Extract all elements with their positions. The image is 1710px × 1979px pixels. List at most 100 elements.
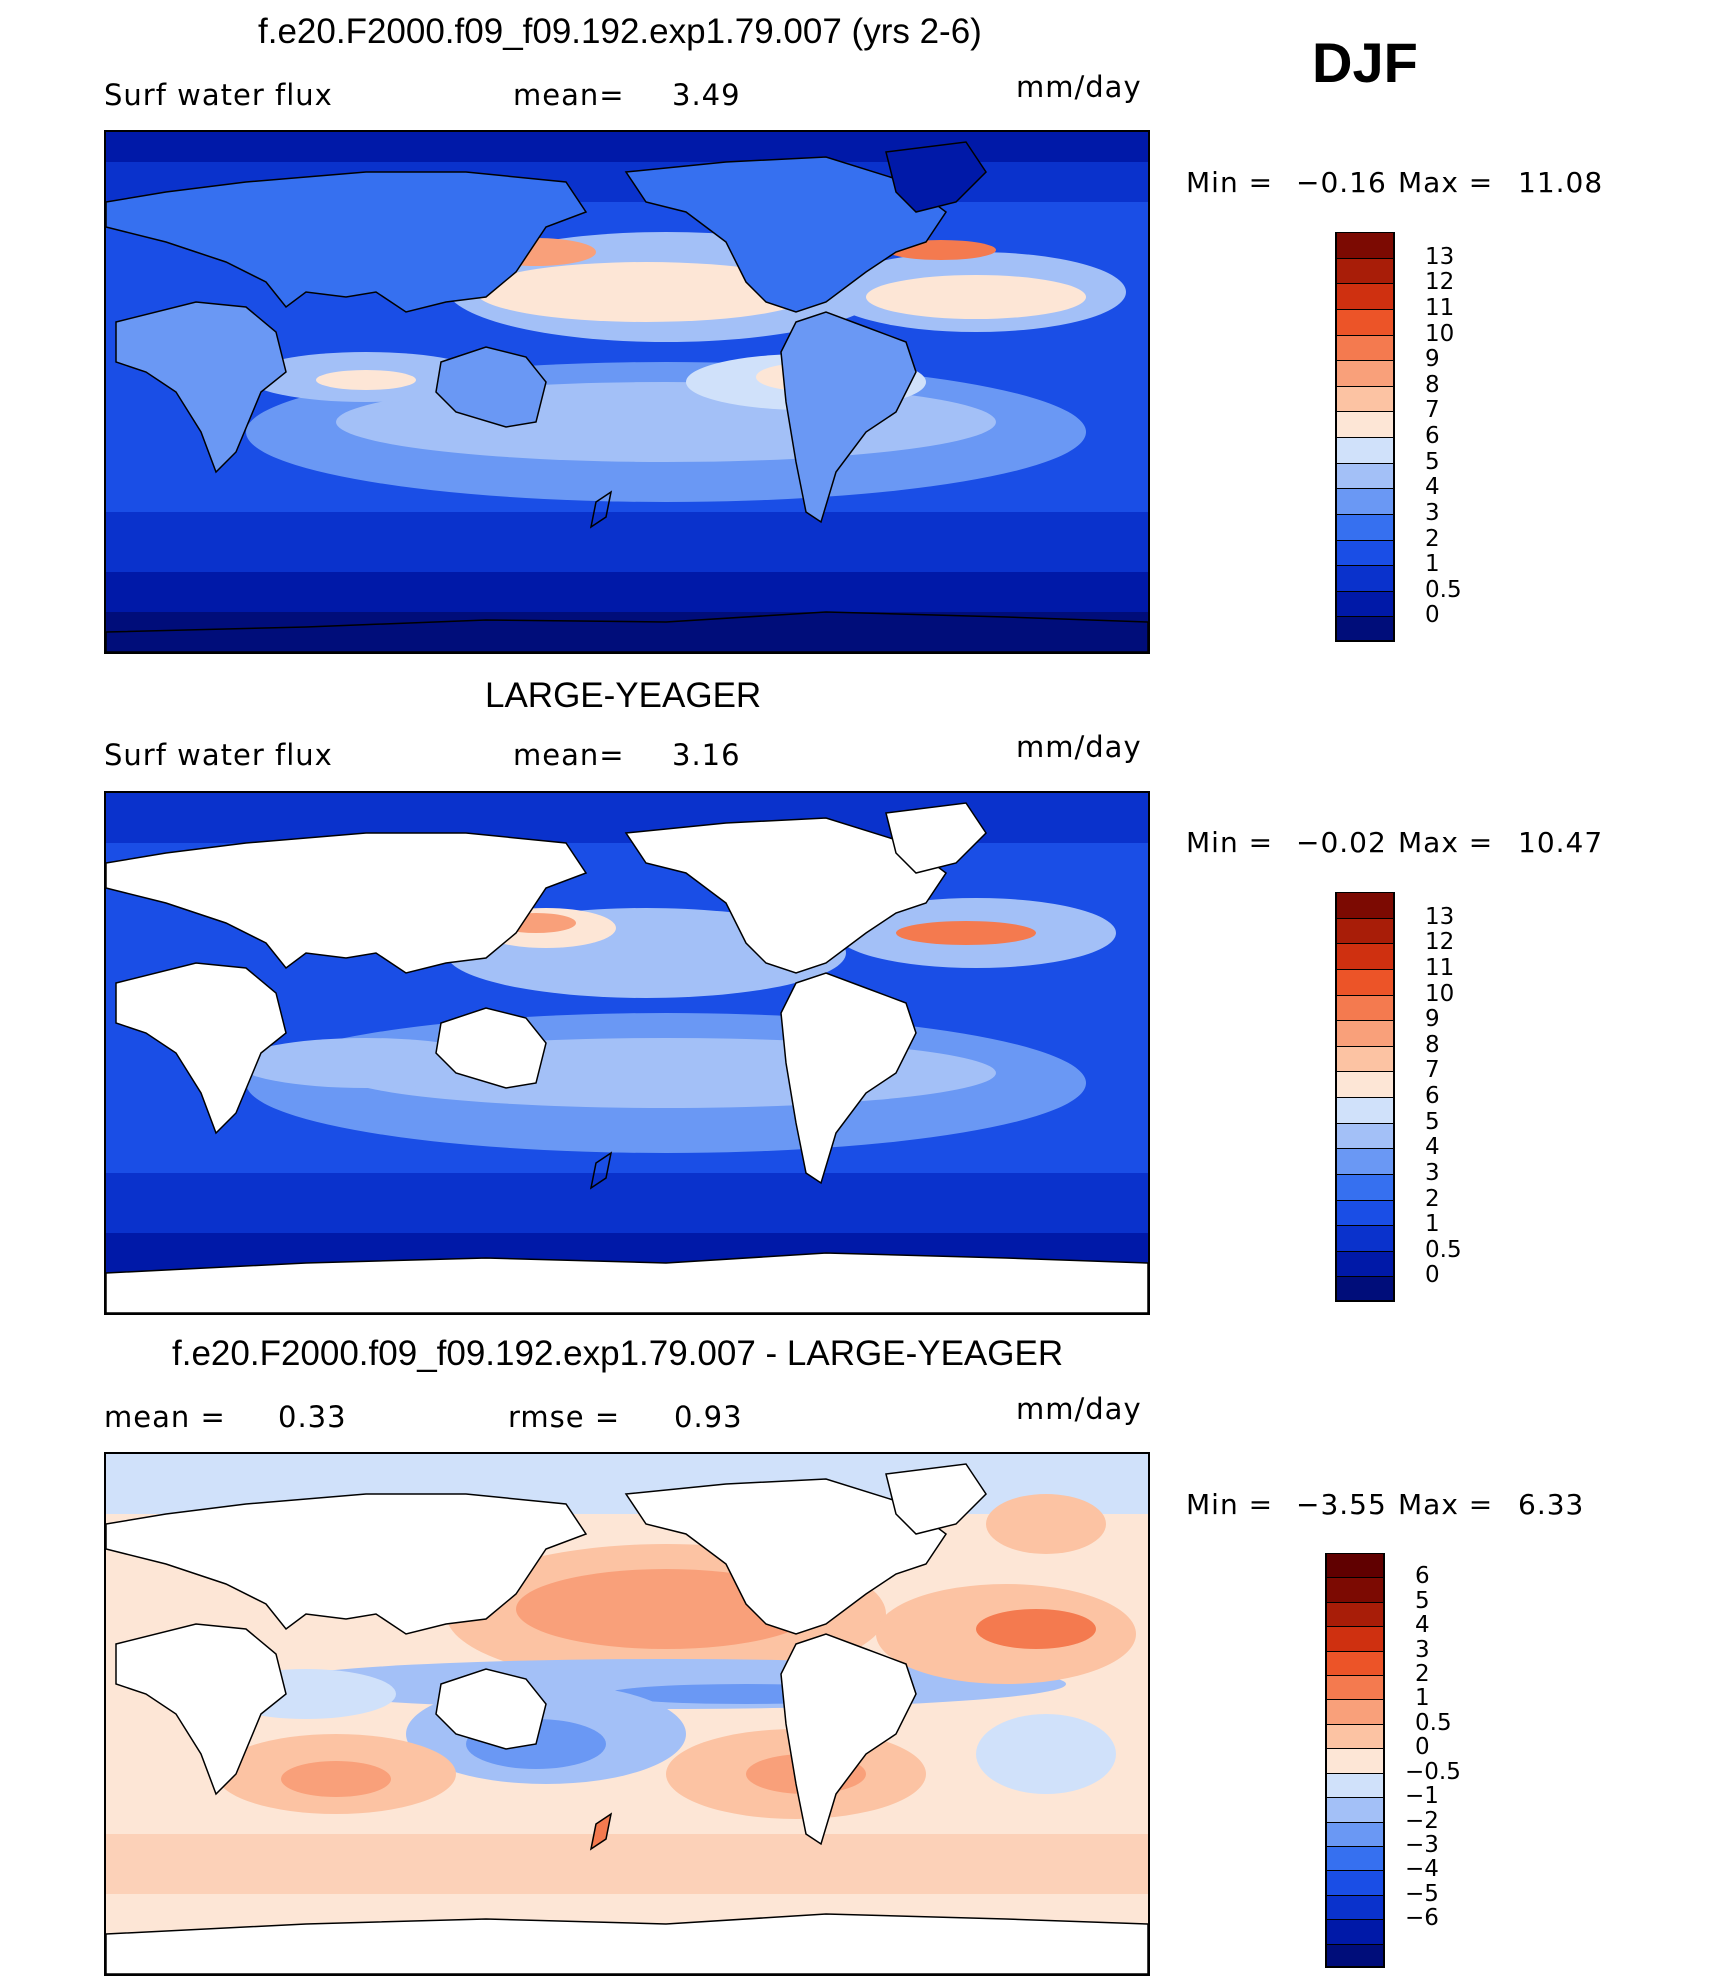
colorbar-swatch	[1335, 1225, 1395, 1251]
panel2-colorbar: 13 12 11 10 9 8 7 6 5 4 3 2 1 0.5 0	[1335, 892, 1515, 1302]
colorbar-tick-label: 8	[1425, 1031, 1440, 1058]
colorbar-swatch	[1335, 334, 1395, 361]
colorbar-tick-label: 4	[1415, 1612, 1430, 1639]
colorbar-tick-label: 4	[1425, 474, 1440, 501]
colorbar-tick-label: 2	[1425, 525, 1440, 552]
colorbar-tick-label: 1	[1425, 551, 1440, 578]
colorbar-swatch	[1325, 1626, 1385, 1651]
panel1-units: mm/day	[1016, 70, 1142, 104]
colorbar-swatch	[1335, 462, 1395, 489]
colorbar-swatch	[1325, 1821, 1385, 1846]
colorbar-swatch	[1335, 257, 1395, 284]
colorbar-tick-label: 13	[1425, 243, 1455, 270]
colorbar-swatch	[1335, 1148, 1395, 1174]
colorbar-swatch	[1335, 892, 1395, 918]
colorbar-tick-label: 0.5	[1425, 576, 1462, 603]
colorbar-swatch	[1325, 1845, 1385, 1871]
colorbar-swatch	[1335, 411, 1395, 437]
colorbar-tick-label: 0	[1425, 1262, 1440, 1289]
panel3-units: mm/day	[1016, 1392, 1142, 1426]
colorbar-swatch	[1335, 308, 1395, 335]
colorbar-swatch	[1335, 437, 1395, 463]
panel1-mean-label: mean=	[513, 78, 625, 112]
colorbar-swatch	[1325, 1870, 1385, 1895]
colorbar-swatch	[1335, 232, 1395, 258]
colorbar-swatch	[1335, 1173, 1395, 1200]
colorbar-tick-label: −3	[1405, 1831, 1439, 1858]
colorbar-swatch	[1335, 968, 1395, 995]
colorbar-tick-label: −6	[1405, 1905, 1439, 1932]
panel3-rmse-label: rmse =	[508, 1400, 621, 1434]
colorbar-tick-label: 3	[1425, 499, 1440, 526]
colorbar-tick-label: −4	[1405, 1856, 1439, 1883]
season-label: DJF	[1312, 31, 1418, 94]
panel1-min-value: −0.16	[1296, 166, 1387, 199]
colorbar-tick-label: 0	[1415, 1734, 1430, 1761]
colorbar-swatch	[1335, 1276, 1395, 1302]
panel2-mean-value: 3.16	[672, 738, 741, 772]
colorbar-tick-label: 3	[1425, 1159, 1440, 1186]
colorbar-swatch	[1335, 360, 1395, 386]
colorbar-swatch	[1325, 1650, 1385, 1676]
panel1-colorbar: 13 12 11 10 9 8 7 6 5 4 3 2 1 0.5 0	[1335, 232, 1515, 642]
colorbar-tick-label: −1	[1405, 1783, 1439, 1810]
panel3-max-value: 6.33	[1518, 1488, 1585, 1521]
panel3-min-label: Min =	[1186, 1488, 1274, 1521]
colorbar-tick-label: 11	[1425, 294, 1455, 321]
colorbar-swatch	[1335, 513, 1395, 540]
colorbar-tick-label: 6	[1425, 423, 1440, 449]
colorbar-tick-label: 8	[1425, 371, 1440, 398]
colorbar-swatch	[1325, 1919, 1385, 1944]
panel3-mean-value: 0.33	[278, 1400, 347, 1434]
colorbar-swatch	[1335, 1071, 1395, 1097]
colorbar-tick-label: 0.5	[1425, 1236, 1462, 1263]
panel2-mean-label: mean=	[513, 738, 625, 772]
panel2-max-label: Max =	[1398, 826, 1494, 859]
panel2-variable-label: Surf water flux	[104, 738, 333, 772]
panel3-max-label: Max =	[1398, 1488, 1494, 1521]
colorbar-swatch	[1335, 539, 1395, 566]
colorbar-swatch	[1335, 565, 1395, 591]
colorbar-tick-label: −2	[1405, 1807, 1439, 1834]
panel2-map	[104, 791, 1150, 1315]
colorbar-swatch	[1335, 1097, 1395, 1123]
colorbar-swatch	[1325, 1601, 1385, 1627]
colorbar-swatch	[1335, 994, 1395, 1021]
colorbar-swatch	[1335, 1122, 1395, 1149]
colorbar-swatch	[1325, 1748, 1385, 1773]
colorbar-tick-label: 0	[1425, 602, 1440, 629]
colorbar-swatch	[1325, 1577, 1385, 1602]
panel1-variable-label: Surf water flux	[104, 78, 333, 112]
panel2-max-value: 10.47	[1518, 826, 1604, 859]
colorbar-tick-label: 2	[1415, 1661, 1430, 1688]
colorbar-swatch	[1335, 1020, 1395, 1046]
panel3-title: f.e20.F2000.f09_f09.192.exp1.79.007 - LA…	[172, 1334, 1064, 1373]
panel3-rmse-value: 0.93	[674, 1400, 743, 1434]
colorbar-tick-label: 11	[1425, 954, 1455, 981]
panel2-min-label: Min =	[1186, 826, 1274, 859]
panel2-map-svg	[106, 793, 1148, 1313]
colorbar-swatch	[1335, 943, 1395, 969]
panel2-title: LARGE-YEAGER	[485, 676, 762, 715]
colorbar-tick-label: 9	[1425, 346, 1440, 373]
colorbar-tick-label: 6	[1415, 1563, 1430, 1590]
colorbar-tick-label: −5	[1405, 1880, 1439, 1907]
colorbar-swatch	[1335, 283, 1395, 309]
colorbar-swatch	[1325, 1699, 1385, 1724]
colorbar-tick-label: 10	[1425, 320, 1455, 347]
colorbar-tick-label: 6	[1425, 1083, 1440, 1109]
colorbar-swatch	[1325, 1772, 1385, 1798]
colorbar-tick-label: 13	[1425, 903, 1455, 930]
colorbar-tick-label: 12	[1425, 929, 1455, 956]
colorbar-tick-label: −0.5	[1405, 1758, 1461, 1785]
colorbar-tick-label: 1	[1425, 1211, 1440, 1238]
colorbar-swatch	[1325, 1553, 1385, 1578]
panel1-title: f.e20.F2000.f09_f09.192.exp1.79.007 (yrs…	[258, 12, 982, 51]
panel1-max-label: Max =	[1398, 166, 1494, 199]
panel3-min-value: −3.55	[1296, 1488, 1387, 1521]
colorbar-tick-label: 2	[1425, 1185, 1440, 1212]
panel1-min-label: Min =	[1186, 166, 1274, 199]
colorbar-tick-label: 5	[1425, 448, 1440, 475]
colorbar-swatch	[1325, 1894, 1385, 1920]
colorbar-tick-label: 12	[1425, 269, 1455, 296]
